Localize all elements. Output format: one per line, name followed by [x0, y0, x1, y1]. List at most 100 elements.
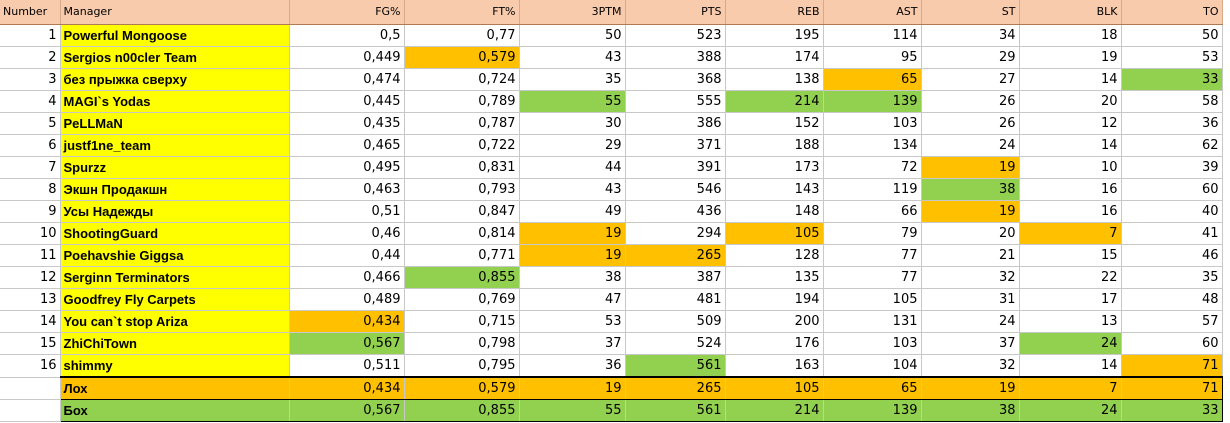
- stat-cell-3ptm[interactable]: 47: [519, 288, 626, 311]
- stat-cell-pts[interactable]: 294: [625, 222, 726, 245]
- stat-cell-ft-pct[interactable]: 0,831: [404, 156, 520, 179]
- column-header-ft-pct[interactable]: FT%: [404, 0, 520, 25]
- stat-cell-3ptm[interactable]: 55: [519, 90, 626, 113]
- stat-cell-ast[interactable]: 119: [823, 178, 922, 201]
- stat-cell-to[interactable]: 41: [1121, 222, 1223, 245]
- stat-cell-to[interactable]: 53: [1121, 46, 1223, 69]
- stat-cell-ft-pct[interactable]: 0,814: [404, 222, 520, 245]
- stat-cell-pts[interactable]: 546: [625, 178, 726, 201]
- stat-cell-ft-pct[interactable]: 0,715: [404, 310, 520, 333]
- stat-cell-3ptm[interactable]: 38: [519, 266, 626, 289]
- stat-cell-pts[interactable]: 265: [625, 244, 726, 267]
- column-header-3ptm[interactable]: 3PTM: [519, 0, 626, 25]
- summary-cell-blk[interactable]: 24: [1019, 399, 1122, 422]
- stat-cell-ft-pct[interactable]: 0,722: [404, 134, 520, 157]
- stat-cell-ft-pct[interactable]: 0,724: [404, 68, 520, 91]
- stat-cell-ft-pct[interactable]: 0,769: [404, 288, 520, 311]
- stat-cell-pts[interactable]: 436: [625, 200, 726, 223]
- stat-cell-ft-pct[interactable]: 0,855: [404, 266, 520, 289]
- stat-cell-ast[interactable]: 131: [823, 310, 922, 333]
- summary-cell-ft-pct[interactable]: 0,579: [404, 376, 520, 400]
- stat-cell-3ptm[interactable]: 44: [519, 156, 626, 179]
- stat-cell-blk[interactable]: 7: [1019, 222, 1122, 245]
- summary-cell-blk[interactable]: 7: [1019, 376, 1122, 400]
- column-header-pts[interactable]: PTS: [625, 0, 726, 25]
- manager-cell[interactable]: PeLLMaN: [60, 112, 290, 135]
- stat-cell-ft-pct[interactable]: 0,793: [404, 178, 520, 201]
- stat-cell-ast[interactable]: 65: [823, 68, 922, 91]
- stat-cell-pts[interactable]: 387: [625, 266, 726, 289]
- stat-cell-fg-pct[interactable]: 0,445: [289, 90, 405, 113]
- stat-cell-reb[interactable]: 194: [725, 288, 824, 311]
- column-header-number[interactable]: Number: [0, 0, 61, 25]
- summary-label-cell[interactable]: Бох: [59, 399, 290, 422]
- stat-cell-blk[interactable]: 12: [1019, 112, 1122, 135]
- stat-cell-blk[interactable]: 14: [1019, 134, 1122, 157]
- stat-cell-ast[interactable]: 104: [823, 354, 922, 378]
- stat-cell-reb[interactable]: 188: [725, 134, 824, 157]
- stat-cell-fg-pct[interactable]: 0,511: [289, 354, 405, 378]
- stat-cell-pts[interactable]: 555: [625, 90, 726, 113]
- summary-cell-reb[interactable]: 214: [725, 399, 824, 422]
- summary-cell-3ptm[interactable]: 19: [519, 376, 626, 400]
- stat-cell-reb[interactable]: 135: [725, 266, 824, 289]
- summary-cell-pts[interactable]: 561: [625, 399, 726, 422]
- manager-cell[interactable]: Goodfrey Fly Carpets: [60, 288, 290, 311]
- stat-cell-ast[interactable]: 72: [823, 156, 922, 179]
- row-number-cell[interactable]: 3: [0, 68, 61, 91]
- stat-cell-fg-pct[interactable]: 0,465: [289, 134, 405, 157]
- stat-cell-reb[interactable]: 176: [725, 332, 824, 355]
- stat-cell-to[interactable]: 50: [1121, 24, 1223, 47]
- stat-cell-fg-pct[interactable]: 0,474: [289, 68, 405, 91]
- stat-cell-pts[interactable]: 371: [625, 134, 726, 157]
- stat-cell-pts[interactable]: 481: [625, 288, 726, 311]
- column-header-fg-pct[interactable]: FG%: [289, 0, 405, 25]
- stat-cell-ft-pct[interactable]: 0,847: [404, 200, 520, 223]
- manager-cell[interactable]: Sergios n00cler Team: [60, 46, 290, 69]
- stat-cell-ast[interactable]: 114: [823, 24, 922, 47]
- stat-cell-3ptm[interactable]: 30: [519, 112, 626, 135]
- stat-cell-st[interactable]: 20: [921, 222, 1020, 245]
- stat-cell-reb[interactable]: 195: [725, 24, 824, 47]
- manager-cell[interactable]: Spurzz: [60, 156, 290, 179]
- stat-cell-to[interactable]: 57: [1121, 310, 1223, 333]
- stat-cell-fg-pct[interactable]: 0,435: [289, 112, 405, 135]
- stat-cell-pts[interactable]: 386: [625, 112, 726, 135]
- column-header-to[interactable]: TO: [1121, 0, 1223, 25]
- stat-cell-reb[interactable]: 174: [725, 46, 824, 69]
- stat-cell-blk[interactable]: 13: [1019, 310, 1122, 333]
- row-number-cell[interactable]: 7: [0, 156, 61, 179]
- stat-cell-st[interactable]: 24: [921, 134, 1020, 157]
- stat-cell-st[interactable]: 26: [921, 112, 1020, 135]
- stat-cell-blk[interactable]: 22: [1019, 266, 1122, 289]
- stat-cell-to[interactable]: 46: [1121, 244, 1223, 267]
- stat-cell-fg-pct[interactable]: 0,495: [289, 156, 405, 179]
- stat-cell-3ptm[interactable]: 43: [519, 46, 626, 69]
- stat-cell-3ptm[interactable]: 19: [519, 222, 626, 245]
- stat-cell-3ptm[interactable]: 35: [519, 68, 626, 91]
- stat-cell-reb[interactable]: 173: [725, 156, 824, 179]
- stat-cell-ast[interactable]: 77: [823, 266, 922, 289]
- stat-cell-to[interactable]: 60: [1121, 332, 1223, 355]
- stat-cell-fg-pct[interactable]: 0,434: [289, 310, 405, 333]
- stat-cell-reb[interactable]: 128: [725, 244, 824, 267]
- manager-cell[interactable]: Усы Надежды: [60, 200, 290, 223]
- stat-cell-to[interactable]: 35: [1121, 266, 1223, 289]
- stat-cell-reb[interactable]: 214: [725, 90, 824, 113]
- column-header-manager[interactable]: Manager: [60, 0, 290, 25]
- stat-cell-to[interactable]: 33: [1121, 68, 1223, 91]
- stat-cell-pts[interactable]: 509: [625, 310, 726, 333]
- stat-cell-reb[interactable]: 143: [725, 178, 824, 201]
- stat-cell-ft-pct[interactable]: 0,789: [404, 90, 520, 113]
- stat-cell-to[interactable]: 36: [1121, 112, 1223, 135]
- stat-cell-st[interactable]: 29: [921, 46, 1020, 69]
- manager-cell[interactable]: Poehavshie Giggsa: [60, 244, 290, 267]
- stat-cell-to[interactable]: 40: [1121, 200, 1223, 223]
- stat-cell-fg-pct[interactable]: 0,463: [289, 178, 405, 201]
- manager-cell[interactable]: Powerful Mongoose: [60, 24, 290, 47]
- stat-cell-blk[interactable]: 16: [1019, 200, 1122, 223]
- stat-cell-to[interactable]: 62: [1121, 134, 1223, 157]
- column-header-blk[interactable]: BLK: [1019, 0, 1122, 25]
- summary-label-cell[interactable]: Лох: [59, 376, 290, 400]
- stat-cell-fg-pct[interactable]: 0,46: [289, 222, 405, 245]
